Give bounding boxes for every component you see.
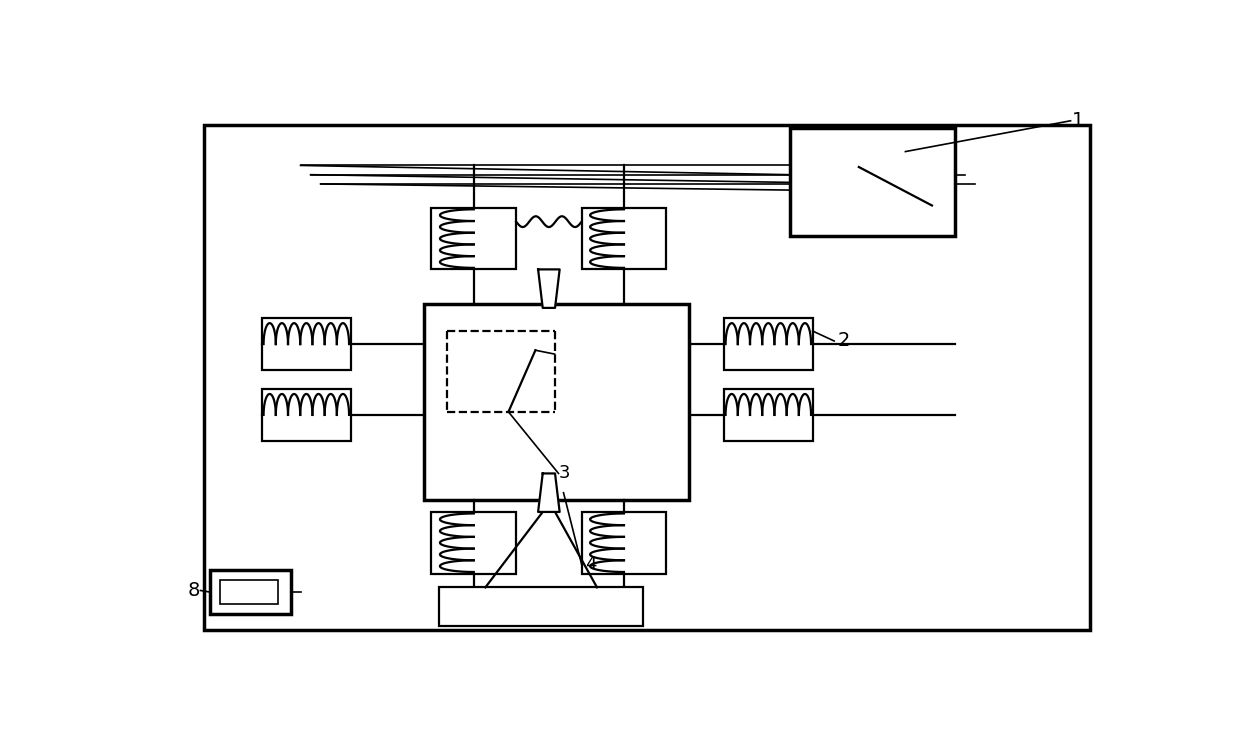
Bar <box>724 388 812 441</box>
Bar <box>582 512 666 573</box>
Text: 8: 8 <box>188 581 201 600</box>
Text: 1: 1 <box>1073 111 1085 130</box>
Bar <box>221 581 278 604</box>
Bar <box>582 208 666 270</box>
Bar <box>424 304 689 500</box>
Bar <box>432 208 516 270</box>
Bar <box>439 587 644 626</box>
Bar <box>210 570 290 615</box>
Bar <box>262 388 351 441</box>
Text: 3: 3 <box>558 464 570 483</box>
Polygon shape <box>538 473 559 512</box>
Text: 4: 4 <box>585 555 596 573</box>
Polygon shape <box>538 270 559 308</box>
Bar <box>724 318 812 370</box>
Text: 2: 2 <box>837 332 849 351</box>
Bar <box>432 512 516 573</box>
Bar <box>205 125 1090 629</box>
Bar <box>262 318 351 370</box>
Bar <box>790 128 955 237</box>
